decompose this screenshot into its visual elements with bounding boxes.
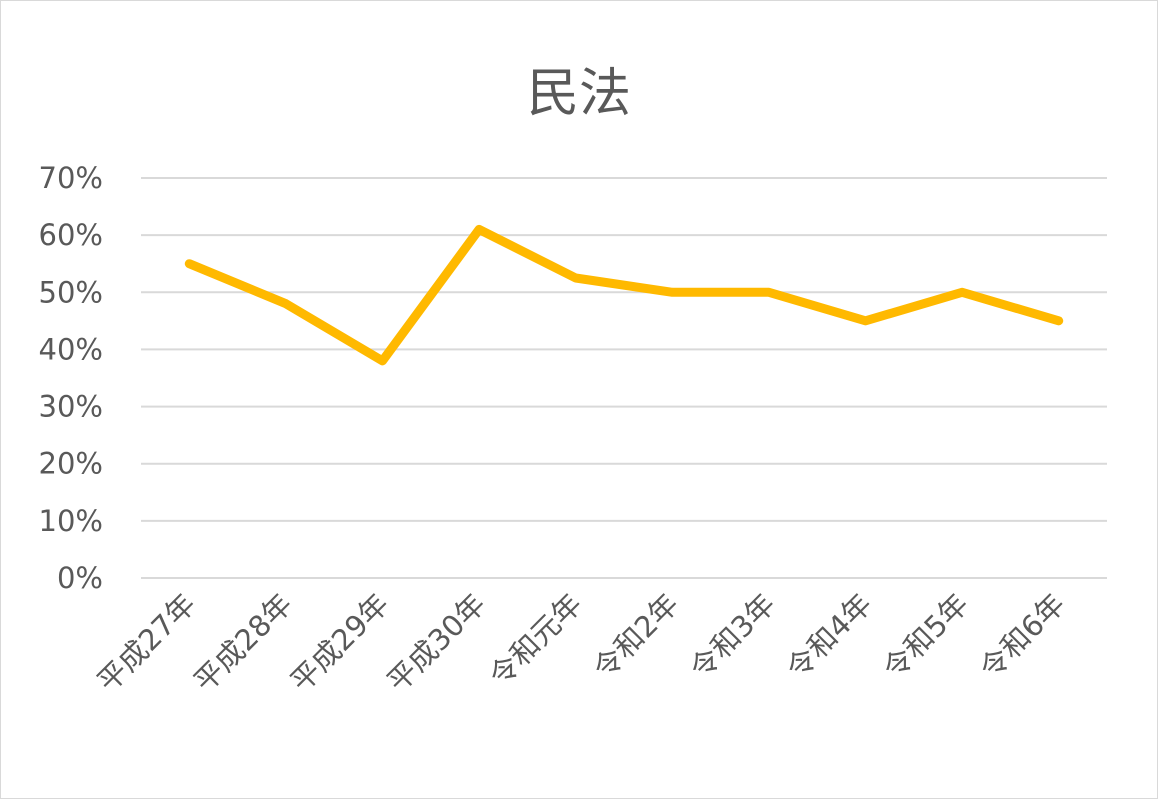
- y-tick-label: 10%: [39, 504, 103, 538]
- x-tick-label: 令和2年: [587, 587, 686, 686]
- y-tick-label: 40%: [39, 332, 103, 366]
- x-tick-label: 令和6年: [973, 587, 1072, 686]
- y-tick-label: 0%: [57, 561, 103, 595]
- y-tick-label: 50%: [39, 275, 103, 309]
- x-tick-label: 平成28年: [187, 587, 299, 699]
- x-tick-label: 令和3年: [683, 587, 782, 686]
- x-tick-label: 令和5年: [876, 587, 975, 686]
- series-line: [189, 229, 1058, 360]
- y-tick-label: 60%: [39, 218, 103, 252]
- y-tick-label: 20%: [39, 447, 103, 481]
- x-tick-label: 平成27年: [91, 587, 203, 699]
- x-tick-label: 平成29年: [284, 587, 396, 699]
- x-tick-label: 平成30年: [380, 587, 492, 699]
- x-tick-label: 令和元年: [483, 587, 589, 693]
- x-tick-label: 令和4年: [780, 587, 879, 686]
- y-tick-label: 70%: [39, 161, 103, 195]
- y-tick-label: 30%: [39, 390, 103, 424]
